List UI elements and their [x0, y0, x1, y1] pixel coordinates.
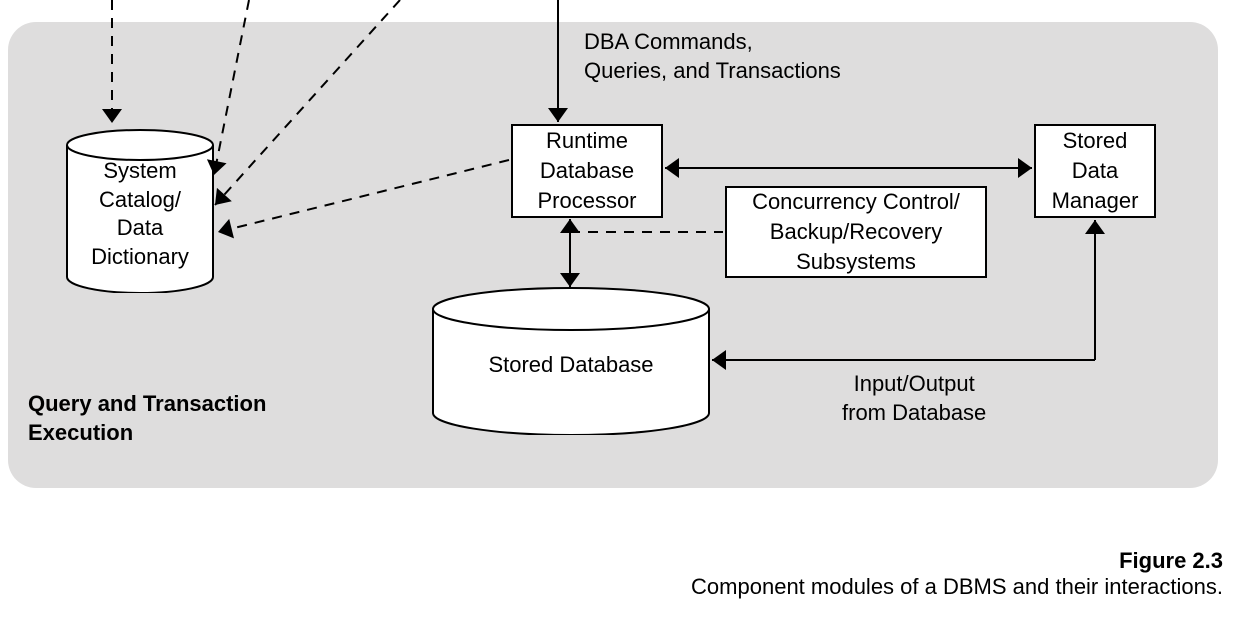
figure-caption: Figure 2.3 Component modules of a DBMS a… — [691, 548, 1223, 600]
figure-text: Component modules of a DBMS and their in… — [691, 574, 1223, 600]
arrows-layer — [0, 0, 1233, 617]
figure-number: Figure 2.3 — [691, 548, 1223, 574]
